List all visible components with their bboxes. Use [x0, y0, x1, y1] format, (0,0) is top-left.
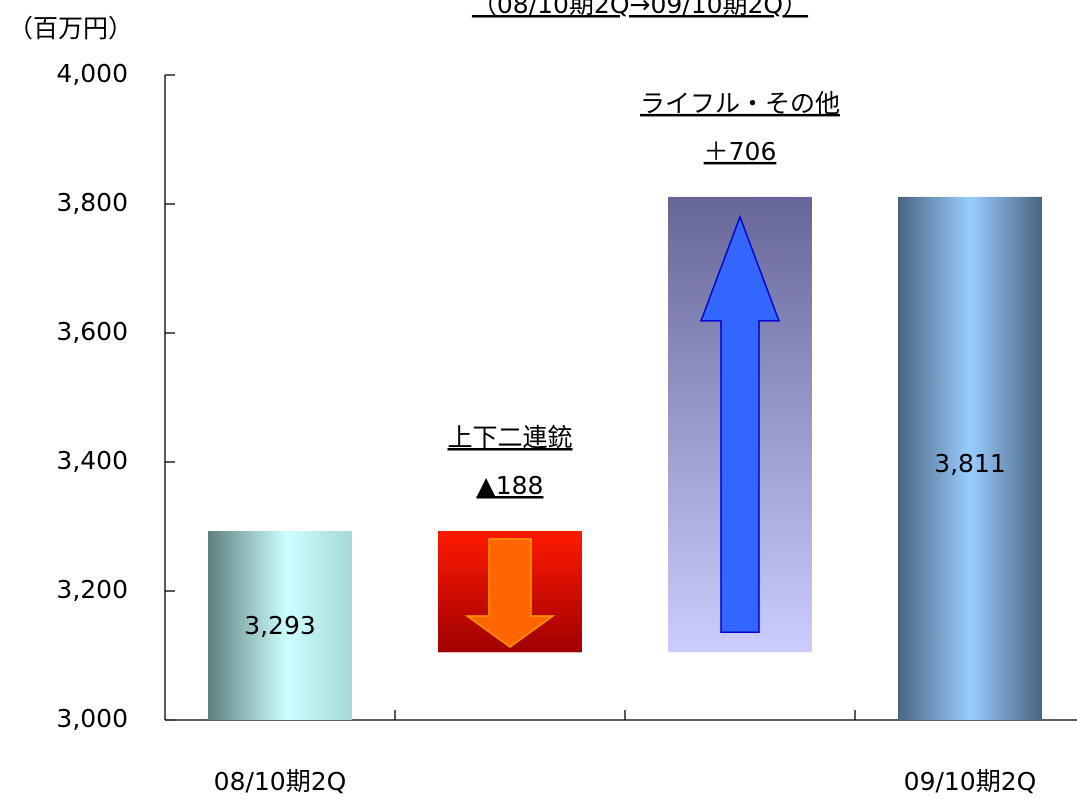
value-label: 3,293: [244, 611, 316, 640]
y-tick-label: 3,200: [56, 575, 128, 604]
y-tick-label: 3,800: [56, 188, 128, 217]
x-tick-label: 08/10期2Q: [214, 767, 347, 796]
arrow: [464, 538, 556, 648]
value-label: ＋706: [704, 137, 777, 166]
value-label: ▲188: [477, 471, 544, 500]
arrow: [699, 214, 781, 634]
y-tick-label: 3,400: [56, 446, 128, 475]
step-label: ライフル・その他: [640, 89, 840, 118]
bar: [208, 531, 352, 720]
bar: [898, 196, 1042, 720]
chart-title: （08/10期2Q→09/10期2Q）: [472, 0, 808, 19]
y-unit: （百万円）: [8, 14, 133, 43]
step-label: 上下二連銃: [447, 423, 572, 452]
x-tick-label: 09/10期2Q: [904, 767, 1037, 796]
y-tick-label: 4,000: [56, 59, 128, 88]
y-tick-label: 3,600: [56, 317, 128, 346]
y-tick-label: 3,000: [56, 704, 128, 733]
value-label: 3,811: [934, 449, 1006, 478]
